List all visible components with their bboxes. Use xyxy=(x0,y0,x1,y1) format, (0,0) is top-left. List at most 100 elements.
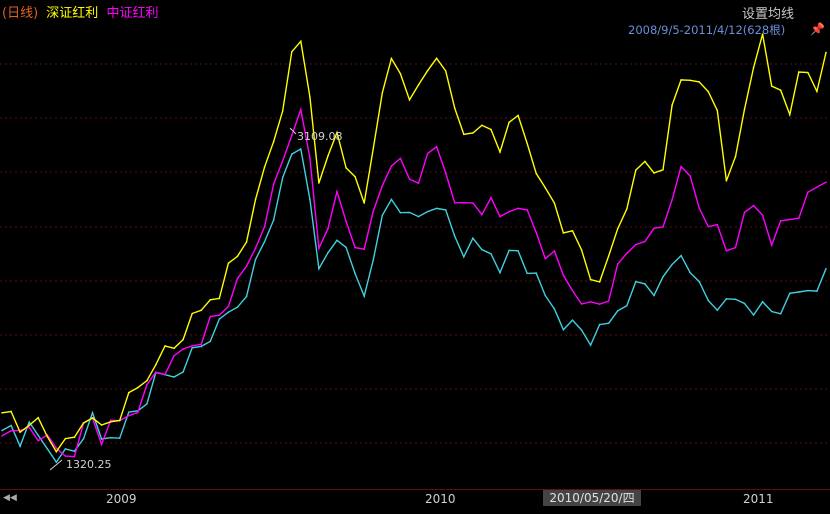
data-point xyxy=(616,263,619,265)
data-point xyxy=(218,318,221,320)
data-point xyxy=(444,209,447,211)
x-tick-label: 2010 xyxy=(425,492,456,506)
data-point xyxy=(399,211,402,214)
data-point xyxy=(725,250,728,252)
data-point xyxy=(553,250,556,252)
data-point xyxy=(345,246,347,249)
data-point xyxy=(671,263,673,266)
data-point xyxy=(671,199,673,201)
data-point xyxy=(109,419,112,421)
data-point xyxy=(381,92,384,94)
data-point xyxy=(82,422,85,424)
data-point xyxy=(734,246,737,249)
data-point xyxy=(290,51,293,53)
data-point xyxy=(55,461,58,463)
data-point xyxy=(508,210,510,213)
data-point xyxy=(716,109,719,112)
data-point xyxy=(481,124,483,127)
data-point xyxy=(19,431,21,433)
data-point xyxy=(472,132,474,134)
data-point xyxy=(526,209,528,211)
data-point xyxy=(146,379,148,382)
data-point xyxy=(589,278,592,281)
data-point xyxy=(55,447,58,450)
data-point xyxy=(381,185,384,187)
data-point xyxy=(309,96,311,98)
double-left-arrow-icon[interactable]: ◀◀ xyxy=(3,493,17,503)
data-point xyxy=(281,159,284,162)
data-point xyxy=(146,383,148,386)
data-point xyxy=(118,437,121,439)
data-point xyxy=(28,424,30,427)
data-point xyxy=(82,438,85,440)
data-point xyxy=(354,176,356,178)
data-point xyxy=(635,280,637,283)
data-point xyxy=(263,225,266,228)
data-point xyxy=(472,202,474,204)
data-point xyxy=(770,244,773,246)
data-point xyxy=(607,255,610,257)
data-point xyxy=(137,411,139,414)
data-point xyxy=(761,214,764,217)
data-point xyxy=(64,437,67,440)
data-point xyxy=(444,172,447,174)
data-point xyxy=(64,448,67,450)
data-point xyxy=(182,338,184,341)
data-point xyxy=(562,328,565,331)
data-point xyxy=(517,250,519,252)
data-point xyxy=(463,201,465,204)
data-point xyxy=(644,240,646,243)
data-point xyxy=(372,259,375,261)
data-point xyxy=(816,90,818,93)
data-point xyxy=(598,323,601,326)
data-point xyxy=(19,445,21,448)
data-point xyxy=(300,40,302,43)
data-point xyxy=(816,290,818,292)
data-point xyxy=(100,424,103,426)
data-point xyxy=(644,160,646,163)
data-point xyxy=(55,450,58,453)
data-point xyxy=(481,248,483,251)
data-point xyxy=(743,302,746,305)
data-point xyxy=(544,294,547,297)
data-point xyxy=(309,198,311,200)
pin-icon[interactable]: 📌 xyxy=(810,22,825,36)
data-point xyxy=(73,455,76,458)
data-point xyxy=(245,265,248,268)
data-point xyxy=(417,215,420,218)
data-point xyxy=(245,241,248,243)
data-point xyxy=(345,167,347,169)
data-point xyxy=(417,182,420,185)
data-point xyxy=(616,227,619,230)
data-point xyxy=(390,57,393,60)
data-point xyxy=(408,99,411,101)
data-point xyxy=(526,142,528,145)
data-point xyxy=(825,51,827,54)
data-point xyxy=(336,131,338,134)
data-point xyxy=(508,249,510,252)
data-point xyxy=(807,289,809,292)
data-point xyxy=(517,114,519,117)
data-point xyxy=(472,237,474,239)
cursor-date-label: 2010/05/20/四 xyxy=(543,490,641,506)
data-point xyxy=(300,108,302,111)
set-moving-average-button[interactable]: 设置均线 xyxy=(742,7,795,22)
data-point xyxy=(770,310,773,313)
data-point xyxy=(200,343,203,346)
data-point xyxy=(680,254,682,257)
plot-area[interactable]: 3109.08 1320.25 xyxy=(0,0,830,490)
data-point xyxy=(752,204,755,207)
data-point xyxy=(100,438,103,440)
series-line-1 xyxy=(1,33,827,453)
data-point xyxy=(417,84,420,86)
data-point xyxy=(182,371,184,373)
data-point xyxy=(263,166,266,168)
data-point xyxy=(698,207,701,209)
data-point xyxy=(698,81,701,83)
data-point xyxy=(426,152,429,155)
data-point xyxy=(109,421,112,423)
data-point xyxy=(761,301,764,303)
data-point xyxy=(734,155,737,158)
data-point xyxy=(218,314,221,316)
data-point xyxy=(553,308,556,310)
